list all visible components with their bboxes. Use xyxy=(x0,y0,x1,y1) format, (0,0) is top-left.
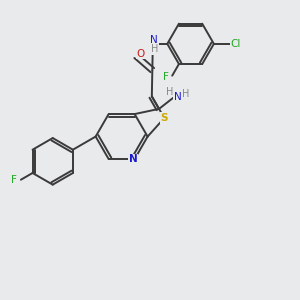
Text: N: N xyxy=(174,92,182,102)
Text: Cl: Cl xyxy=(230,39,241,49)
Text: S: S xyxy=(160,113,168,123)
Text: F: F xyxy=(163,72,169,82)
Text: H: H xyxy=(151,44,158,54)
Text: O: O xyxy=(136,49,145,58)
Text: N: N xyxy=(150,35,158,45)
Text: H: H xyxy=(182,88,189,98)
Text: H: H xyxy=(166,87,173,97)
Text: F: F xyxy=(11,175,17,185)
Text: N: N xyxy=(129,154,137,164)
